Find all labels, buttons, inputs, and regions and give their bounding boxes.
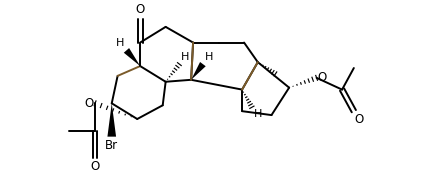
Polygon shape bbox=[124, 48, 140, 66]
Text: O: O bbox=[90, 160, 100, 173]
Text: H: H bbox=[205, 52, 213, 62]
Text: H: H bbox=[116, 38, 125, 48]
Text: H: H bbox=[181, 52, 190, 62]
Text: O: O bbox=[85, 97, 94, 110]
Text: O: O bbox=[355, 113, 364, 126]
Text: H: H bbox=[254, 109, 262, 119]
Text: Br: Br bbox=[105, 139, 118, 152]
Text: O: O bbox=[318, 71, 327, 84]
Text: O: O bbox=[136, 3, 145, 16]
Polygon shape bbox=[107, 103, 116, 137]
Polygon shape bbox=[191, 62, 206, 80]
